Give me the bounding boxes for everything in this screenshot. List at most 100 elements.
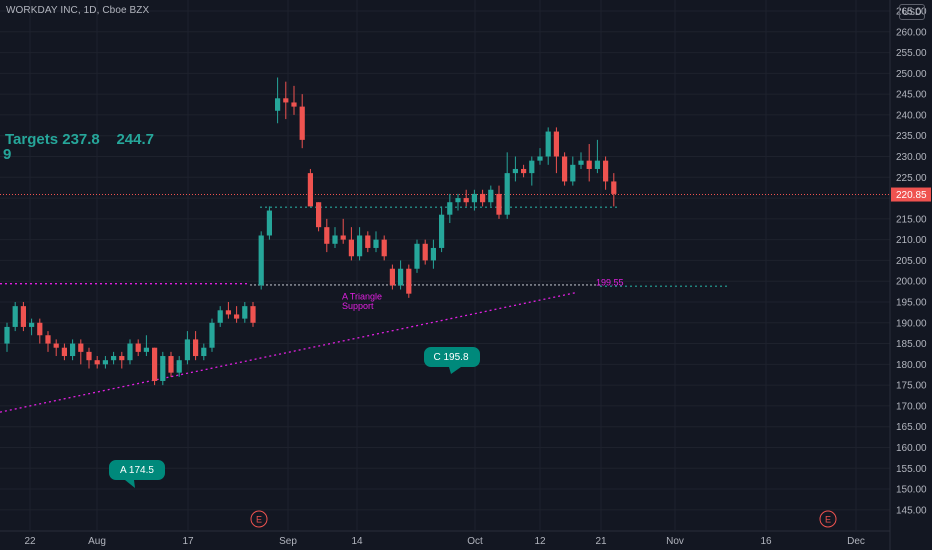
time-tick-label: 16: [760, 536, 772, 547]
earnings-marker-label: E: [256, 515, 262, 525]
candle-body: [447, 202, 453, 215]
triangle-support-line: [0, 291, 578, 413]
candle-body: [70, 343, 76, 357]
callout-c-text: C 195.8: [433, 352, 468, 363]
candle-body: [135, 343, 141, 352]
candle: [496, 185, 502, 219]
time-tick-label: Dec: [847, 536, 865, 547]
candle: [160, 351, 166, 386]
time-tick-label: Oct: [467, 536, 483, 547]
candle: [45, 331, 51, 352]
candle: [4, 322, 10, 352]
time-axis: 22 Aug 17 Sep 14 Oct 12 21 Nov 16 Dec: [0, 530, 890, 547]
time-tick-label: Aug: [88, 536, 106, 547]
candle-body: [250, 306, 256, 323]
currency-button[interactable]: USD: [899, 4, 925, 20]
candle-body: [266, 210, 272, 236]
candle-body: [381, 239, 387, 257]
price-tick-label: 190.00: [896, 318, 927, 329]
candle-body: [537, 156, 543, 161]
candle-body: [275, 98, 281, 111]
candle: [529, 156, 535, 186]
candle-body: [529, 160, 535, 174]
candle-body: [430, 247, 436, 261]
candle: [70, 339, 76, 361]
candle: [86, 347, 92, 369]
candle-body: [86, 351, 92, 361]
candle: [78, 339, 84, 365]
candle-body: [234, 314, 240, 319]
candle: [389, 264, 395, 290]
candle: [53, 339, 59, 357]
candle: [20, 301, 26, 332]
candle-body: [488, 189, 494, 203]
candle-body: [553, 131, 559, 157]
candle: [463, 189, 469, 207]
symbol-title: WORKDAY INC, 1D, Cboe BZX: [6, 5, 150, 16]
candle-body: [365, 235, 371, 248]
candle-body: [61, 347, 67, 357]
candle: [111, 351, 117, 365]
time-tick-label: 14: [351, 536, 363, 547]
candle: [193, 331, 199, 361]
price-tick-label: 195.00: [896, 297, 927, 308]
candle: [12, 301, 18, 332]
candle-body: [414, 243, 420, 269]
candle: [266, 206, 272, 240]
candle-body: [193, 339, 199, 357]
candle: [324, 218, 330, 253]
candle-body: [201, 347, 207, 357]
candle: [135, 339, 141, 357]
candle-body: [586, 160, 592, 169]
candle-body: [45, 335, 51, 344]
candle: [373, 231, 379, 253]
candle-body: [373, 239, 379, 248]
price-tick-label: 260.00: [896, 27, 927, 38]
price-tick-label: 230.00: [896, 152, 927, 163]
price-tick-label: 175.00: [896, 381, 927, 392]
candle-body: [291, 102, 297, 107]
candle: [168, 351, 174, 377]
candle-body: [119, 356, 125, 361]
candle: [512, 156, 518, 182]
candle: [258, 231, 264, 290]
candle-body: [283, 98, 289, 103]
price-tick-label: 240.00: [896, 110, 927, 121]
candle-body: [332, 235, 338, 244]
price-tick-label: 185.00: [896, 339, 927, 350]
candle-body: [111, 356, 117, 361]
candle-body: [496, 193, 502, 215]
candle: [365, 231, 371, 253]
candle: [143, 335, 149, 357]
candle: [242, 301, 248, 323]
last-price-tag: [891, 187, 931, 202]
candle: [340, 218, 346, 244]
targets-label-line2: 9: [3, 146, 12, 163]
candle-body: [152, 347, 158, 381]
candle: [439, 206, 445, 253]
candle: [578, 152, 584, 169]
price-tick-label: 235.00: [896, 131, 927, 142]
callout-c-bubble: [424, 347, 480, 374]
trend-lines: [0, 194, 890, 413]
callout-a: A 174.5: [109, 460, 165, 488]
callout-c: C 195.8: [424, 347, 480, 374]
candle-body: [463, 198, 469, 203]
price-tick-label: 225.00: [896, 173, 927, 184]
candle: [455, 193, 461, 211]
candle: [562, 152, 568, 186]
candle: [594, 139, 600, 174]
candle-body: [324, 227, 330, 244]
price-tick-label: 245.00: [896, 90, 927, 101]
candle-body: [389, 268, 395, 286]
candle-body: [398, 268, 404, 286]
price-axis: 265.00 260.00 255.00 250.00 245.00 240.00 235.…: [889, 0, 931, 550]
candle-body: [340, 235, 346, 240]
candle-body: [570, 164, 576, 182]
candle-body: [611, 181, 617, 194]
price-tick-label: 165.00: [896, 422, 927, 433]
candle-body: [545, 131, 551, 157]
